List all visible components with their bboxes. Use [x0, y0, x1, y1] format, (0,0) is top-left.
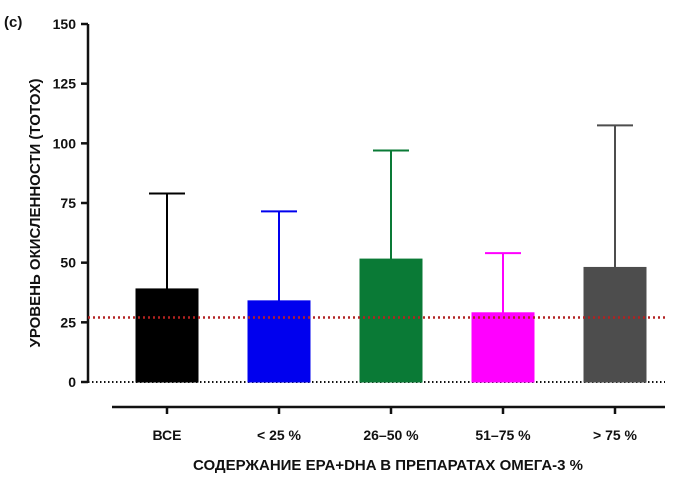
- x-tick-label: > 75 %: [593, 427, 638, 443]
- x-tick-label: < 25 %: [257, 427, 302, 443]
- bar: [247, 300, 311, 383]
- y-tick-label: 100: [53, 135, 77, 151]
- y-tick-label: 25: [60, 314, 76, 330]
- x-tick-label: 26–50 %: [363, 427, 419, 443]
- bar: [471, 312, 535, 383]
- bar: [135, 288, 199, 383]
- y-axis-title: УРОВЕНЬ ОКИСЛЕННОСТИ (TOTOX): [27, 78, 44, 347]
- plot-area: 0 25 50 75 100 125 150 ВСЕ < 25 % 26–50 % 51–75 % >…: [53, 16, 665, 443]
- x-tick-label: 51–75 %: [475, 427, 531, 443]
- x-tick-label: ВСЕ: [152, 427, 181, 443]
- bar: [583, 266, 647, 383]
- x-axis-title: СОДЕРЖАНИЕ EPA+DHA В ПРЕПАРАТАХ ОМЕГА-3 …: [193, 457, 583, 474]
- y-tick-label: 75: [60, 195, 76, 211]
- y-tick-label: 0: [68, 374, 76, 390]
- y-tick-label: 50: [60, 255, 76, 271]
- y-tick-label: 125: [53, 76, 77, 92]
- bar: [359, 258, 423, 383]
- panel-label: (c): [4, 14, 22, 31]
- y-tick-label: 150: [53, 16, 77, 32]
